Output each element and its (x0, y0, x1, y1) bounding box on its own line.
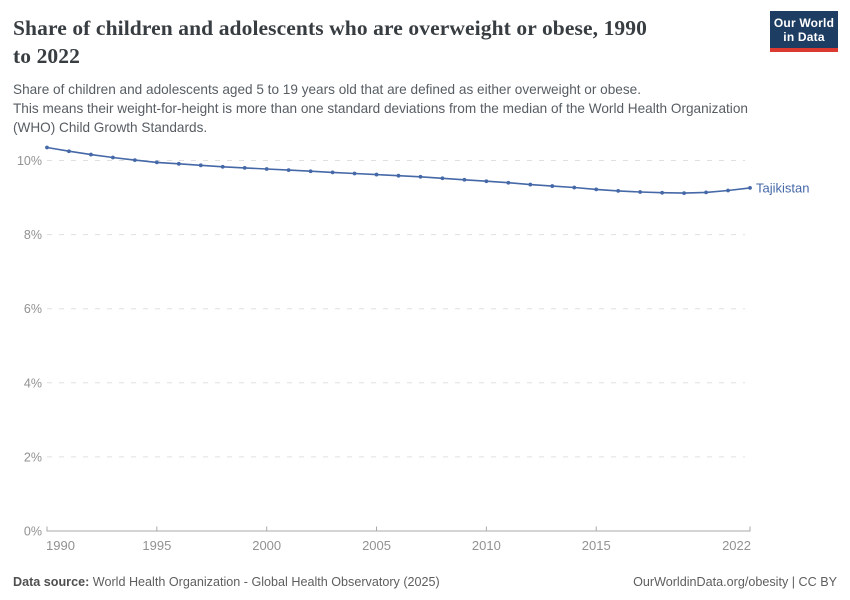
owid-logo[interactable]: Our World in Data (770, 11, 838, 53)
data-point[interactable] (89, 152, 93, 157)
data-point[interactable] (572, 185, 577, 190)
data-point[interactable] (396, 173, 401, 178)
data-point[interactable] (418, 174, 423, 179)
data-series-line[interactable] (46, 146, 751, 194)
y-tick-label: 10% (17, 154, 42, 168)
x-tick-label: 1990 (46, 538, 75, 553)
x-tick-label: 2010 (472, 538, 501, 553)
data-point[interactable] (176, 161, 181, 166)
data-point[interactable] (374, 172, 379, 177)
owid-logo-line2: in Data (783, 30, 825, 45)
chart-footer: Data source: World Health Organization -… (13, 575, 837, 589)
data-source-label: Data source: (13, 575, 90, 589)
data-point[interactable] (67, 149, 71, 154)
data-point[interactable] (528, 182, 533, 187)
data-point[interactable] (638, 190, 643, 194)
data-point[interactable] (726, 188, 730, 193)
x-tick-label: 2015 (582, 538, 611, 553)
chart-title: Share of children and adolescents who ar… (13, 16, 647, 68)
data-point[interactable] (594, 187, 599, 192)
data-point[interactable] (308, 169, 313, 174)
data-point[interactable] (616, 188, 621, 193)
x-tick-label: 2000 (252, 538, 281, 553)
data-point[interactable] (682, 191, 686, 196)
data-source-text: World Health Organization - Global Healt… (92, 575, 440, 589)
data-point[interactable] (550, 184, 555, 188)
data-point[interactable] (484, 179, 489, 184)
data-point[interactable] (198, 163, 203, 168)
x-tick-label: 2005 (362, 538, 391, 553)
data-point[interactable] (462, 177, 467, 182)
y-tick-label: 2% (24, 450, 42, 464)
x-tick-label: 1995 (142, 538, 171, 553)
y-tick-label: 0% (24, 525, 42, 539)
owid-logo-line1: Our World (773, 16, 835, 30)
chart-subtitle: Share of children and adolescents aged 5… (13, 81, 748, 136)
data-point[interactable] (220, 164, 225, 169)
data-point[interactable] (132, 158, 137, 163)
x-axis-line (46, 526, 751, 532)
data-point[interactable] (154, 160, 159, 165)
data-point[interactable] (748, 186, 752, 190)
data-point[interactable] (704, 190, 708, 195)
x-tick-label: 2022 (722, 538, 751, 553)
data-point[interactable] (264, 167, 269, 171)
y-tick-label: 8% (24, 228, 42, 242)
data-point[interactable] (286, 168, 291, 173)
data-point[interactable] (440, 176, 445, 181)
y-tick-label: 4% (24, 376, 42, 390)
data-point[interactable] (111, 155, 115, 160)
data-point[interactable] (506, 180, 511, 185)
chart-header: Share of children and adolescents who ar… (13, 15, 837, 138)
data-source: Data source: World Health Organization -… (13, 575, 440, 589)
data-point[interactable] (45, 145, 49, 150)
entity-label[interactable]: Tajikistan (756, 180, 809, 195)
footer-citation[interactable]: OurWorldinData.org/obesity | CC BY (633, 575, 837, 589)
data-point[interactable] (330, 170, 335, 175)
data-point[interactable] (660, 190, 665, 195)
data-point[interactable] (242, 166, 247, 170)
y-tick-label: 6% (24, 302, 42, 316)
data-point[interactable] (352, 171, 357, 176)
